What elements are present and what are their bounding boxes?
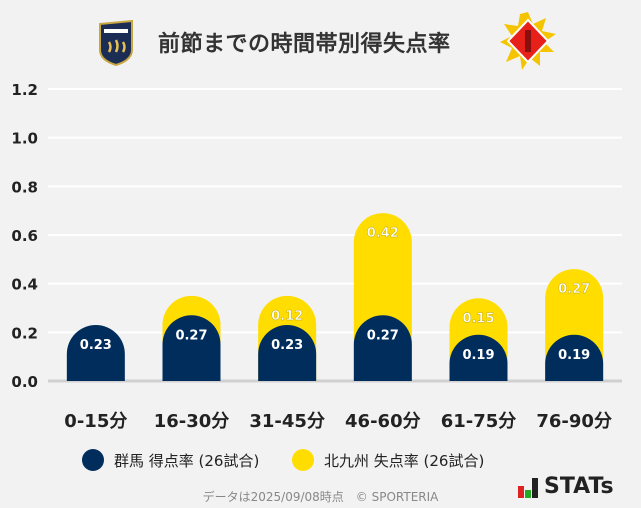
y-tick-label: 0.0	[11, 373, 38, 391]
bar-gunma	[66, 325, 125, 381]
data-label-kitakyushu: 0.15	[462, 311, 494, 326]
y-tick-label: 0.8	[11, 178, 38, 196]
data-label-gunma: 0.19	[558, 348, 590, 363]
bar-chart: 0.0 0.2 0.4 0.6 0.8 1.0 1.2 0.23 0-15分 0.27 16-30分…	[11, 81, 622, 432]
team-logo-gunma	[99, 20, 133, 66]
stats-text: STATs	[544, 474, 614, 499]
x-tick-label: 0-15分	[64, 411, 127, 432]
legend-label: 北九州 失点率 (26試合)	[324, 451, 485, 470]
stats-bars-icon	[518, 478, 538, 498]
x-tick-label: 76-90分	[536, 411, 612, 432]
chart-title: 前節までの時間帯別得失点率	[158, 32, 451, 57]
y-tick-label: 1.2	[11, 81, 38, 99]
data-label-gunma: 0.19	[462, 348, 494, 363]
data-label-kitakyushu: 0.42	[367, 226, 399, 241]
bar-gunma	[162, 315, 221, 381]
data-label-gunma: 0.23	[271, 338, 303, 353]
x-tick-label: 31-45分	[249, 411, 325, 432]
data-label-gunma: 0.23	[80, 338, 112, 353]
x-tick-label: 61-75分	[441, 411, 517, 432]
legend-item-gunma: 群馬 得点率 (26試合)	[82, 449, 259, 471]
legend-item-kitakyushu: 北九州 失点率 (26試合)	[292, 449, 484, 471]
legend-swatch-navy	[82, 449, 104, 471]
bar-gunma	[449, 334, 508, 381]
bar-gunma	[545, 334, 604, 381]
y-tick-label: 0.6	[11, 227, 38, 245]
y-tick-label: 1.0	[11, 130, 38, 148]
data-label-gunma: 0.27	[175, 328, 207, 343]
x-tick-label: 46-60分	[345, 411, 421, 432]
legend-swatch-yellow	[292, 449, 314, 471]
data-label-kitakyushu: 0.12	[271, 309, 303, 324]
y-tick-label: 0.2	[11, 324, 38, 342]
footer-note: データは2025/09/08時点 © SPORTERIA	[202, 490, 439, 504]
legend-label: 群馬 得点率 (26試合)	[114, 451, 260, 470]
data-label-kitakyushu: 0.27	[558, 282, 590, 297]
bar-gunma	[258, 325, 317, 381]
y-tick-label: 0.4	[11, 276, 38, 294]
bar-gunma	[353, 315, 412, 381]
team-logo-kitakyushu	[500, 12, 556, 70]
stats-logo: STATs	[518, 476, 614, 498]
x-tick-label: 16-30分	[154, 411, 230, 432]
data-label-gunma: 0.27	[367, 328, 399, 343]
